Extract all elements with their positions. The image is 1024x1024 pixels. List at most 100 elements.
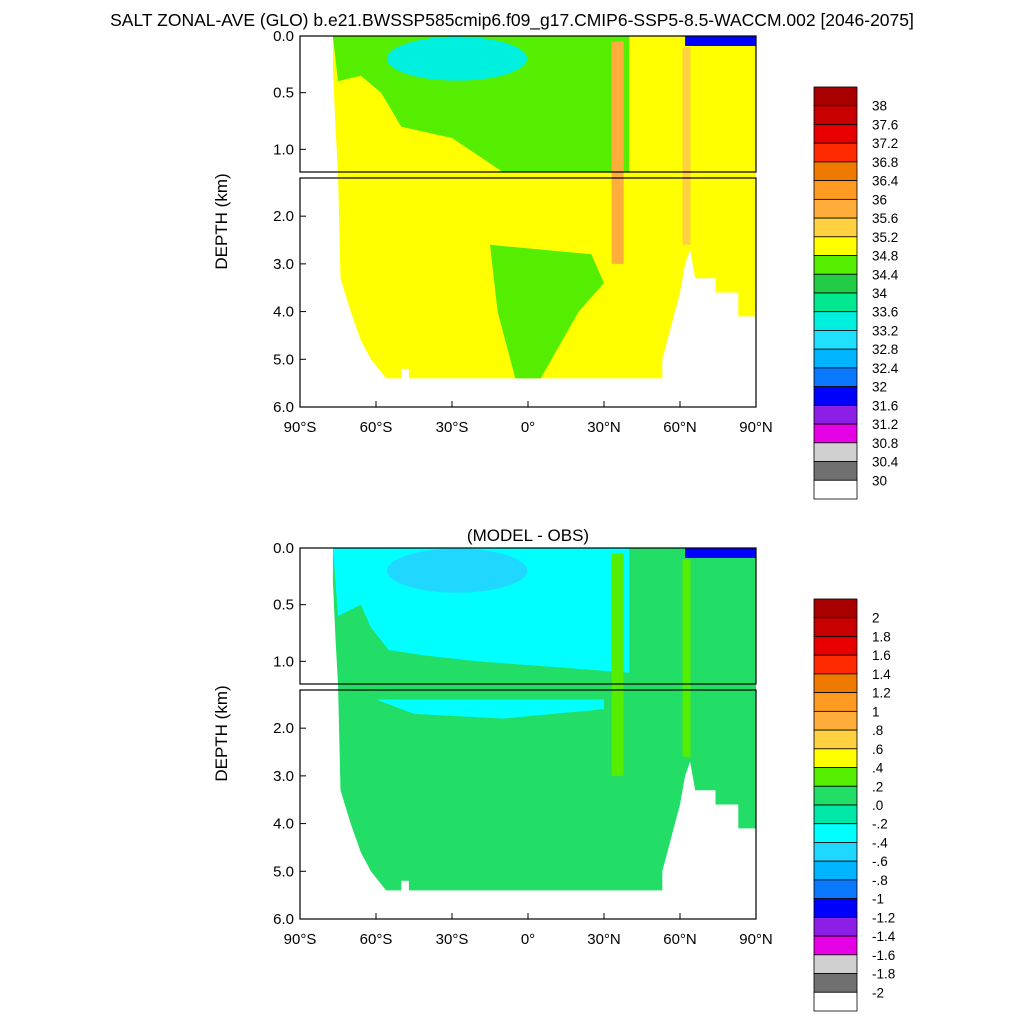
colorbar-label: -.2 [872,817,888,832]
colorbar-box [813,423,858,444]
colorbar-box [813,898,858,918]
x-tick-label: 30°N [587,419,621,436]
colorbar-label: .4 [872,761,884,776]
y-tick-label: 0.5 [273,85,294,102]
colorbar-label: -1.2 [872,910,895,925]
colorbar-label: 30 [872,473,887,488]
colorbar-box [813,767,858,787]
colorbar: 21.81.61.41.21.8.6.4.2.0-.2-.4-.6-.8-1-1… [813,598,896,1012]
y-tick-label: 2.0 [273,208,294,225]
salinity-field [300,36,756,379]
main-title: SALT ZONAL-AVE (GLO) b.e21.BWSSP585cmip6… [110,10,914,31]
x-tick-label: 60°N [663,931,697,948]
colorbar-label: -1.8 [872,967,895,982]
colorbar-box [813,367,858,388]
colorbar-label: 32 [872,380,887,395]
colorbar-label: -.6 [872,854,888,869]
field-region-deep [376,699,604,719]
colorbar-box [813,673,858,694]
y-axis-label: DEPTH (km) [212,173,231,269]
colorbar-box [813,729,858,750]
colorbar-label: 33.2 [872,323,898,338]
colorbar-label: .6 [872,742,883,757]
colorbar-label: 1.2 [872,686,891,701]
colorbar-box [813,217,858,238]
colorbar-box [813,935,858,956]
field-region-surface [387,548,528,593]
x-tick-label: 0° [521,931,535,948]
colorbar-label: 32.8 [872,342,898,357]
upper-axes-frame [299,35,757,173]
colorbar: 38 37.6 37.2 36.8 36.4 36 35.6 35.2 34.8 34.4 34 33… [813,86,899,500]
colorbar-label: 33.6 [872,305,898,320]
chart-panel-2: (MODEL - OBS)DEPTH (km)0.00.51.02.03.04.… [212,526,896,1012]
x-tick-label: 90°S [284,931,317,948]
colorbar-box [813,105,858,125]
colorbar-label: -1.6 [872,948,895,963]
y-tick-label: 0.5 [273,597,294,614]
y-axis-label: DEPTH (km) [212,685,231,781]
colorbar-box [813,598,858,619]
colorbar-label: 31.6 [872,398,898,413]
field-column-subarctic [682,559,691,757]
colorbar-label: 37.2 [872,136,898,151]
x-tick-label: 90°S [284,419,317,436]
colorbar-label: -.8 [872,873,888,888]
colorbar-label: 34.8 [872,249,898,264]
colorbar-box [813,916,858,937]
colorbar-label: 35.2 [872,230,898,245]
colorbar-box [813,330,858,350]
field-region-deep [490,244,604,379]
field-column-subarctic [682,47,691,245]
field-column-north [611,553,624,776]
field-region-surface [387,36,528,81]
colorbar-box [813,198,858,219]
colorbar-box [813,292,858,313]
y-tick-label: 1.0 [273,653,294,670]
colorbar-label: 1.8 [872,629,891,644]
y-tick-label: 6.0 [273,911,294,928]
colorbar-box [813,161,858,182]
x-tick-label: 60°S [360,419,393,436]
colorbar-box [813,142,858,163]
y-tick-label: 3.0 [273,768,294,785]
colorbar-box [813,804,858,825]
colorbar-label: -1 [872,892,884,907]
colorbar-box [813,236,858,256]
x-tick-label: 60°N [663,419,697,436]
colorbar-label: -.4 [872,835,888,850]
y-tick-label: 5.0 [273,863,294,880]
colorbar-label: .0 [872,798,883,813]
colorbar-label: 30.8 [872,436,898,451]
x-tick-label: 30°S [436,419,469,436]
salinity-field [300,548,756,891]
colorbar-box [813,461,858,481]
colorbar-box [813,311,858,331]
chart-panel-1: DEPTH (km) 0.0 0.5 1.0 2.0 3.0 4.0 5.0 6.0 90°S 60… [212,28,899,500]
colorbar-label: 31.2 [872,417,898,432]
field-arctic-surface [685,548,756,558]
x-tick-label: 90°N [739,419,773,436]
colorbar-label: -2 [872,985,884,1000]
y-tick-label: 4.0 [273,816,294,833]
colorbar-box [813,692,858,712]
x-tick-label: 30°S [436,931,469,948]
colorbar-label: 34.4 [872,267,899,282]
colorbar-label: 38 [872,99,887,114]
colorbar-label: 30.4 [872,455,899,470]
colorbar-label: 32.4 [872,361,899,376]
colorbar-label: 1.4 [872,667,891,682]
colorbar-box [813,442,858,462]
x-tick-label: 60°S [360,931,393,948]
colorbar-label: 1.6 [872,648,891,663]
field-column-north [611,41,624,264]
x-tick-label: 30°N [587,931,621,948]
y-tick-label: 1.0 [273,141,294,158]
y-tick-label: 6.0 [273,399,294,416]
colorbar-box [813,180,858,200]
y-tick-label: 2.0 [273,720,294,737]
colorbar-label: .2 [872,779,883,794]
colorbar-label: 1 [872,704,880,719]
y-tick-label: 3.0 [273,256,294,273]
